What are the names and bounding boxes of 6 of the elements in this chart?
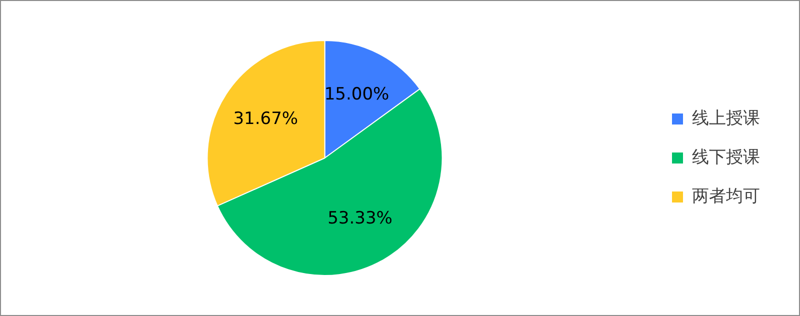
data-label: 53.33% — [328, 208, 392, 228]
legend-label: 两者均可 — [692, 186, 760, 206]
legend-label: 线上授课 — [692, 108, 760, 128]
data-label: 31.67% — [233, 109, 298, 130]
data-label: 15.00% — [324, 84, 390, 105]
legend-label: 线下授课 — [692, 147, 760, 168]
